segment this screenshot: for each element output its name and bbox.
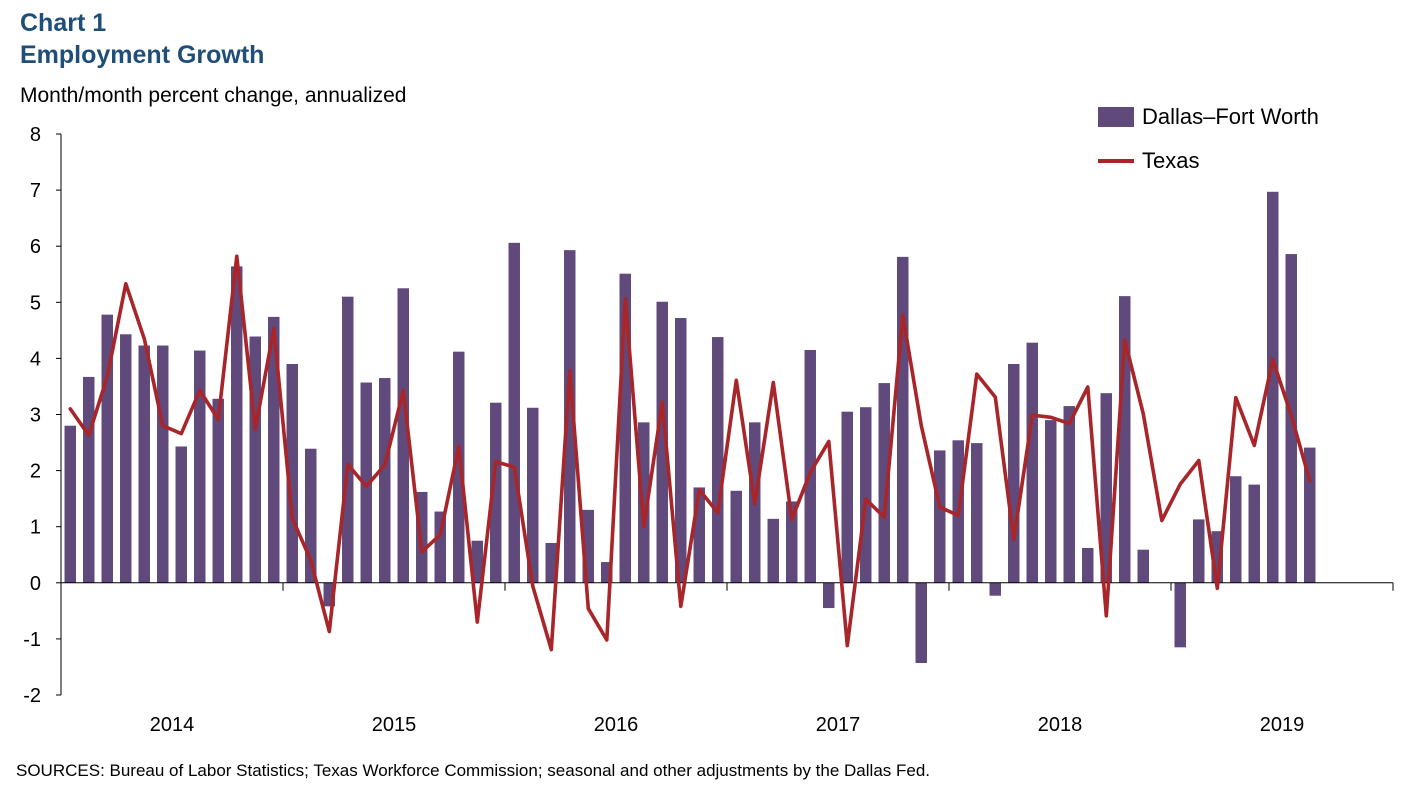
x-tick-label: 2014 (150, 714, 195, 736)
y-tick-label: 3 (30, 405, 41, 427)
x-tick-label: 2018 (1038, 714, 1083, 736)
bar-dfw (897, 256, 909, 583)
bar-dfw (619, 273, 631, 583)
bar-dfw (1304, 447, 1316, 583)
bar-dfw (175, 446, 187, 583)
bar-dfw (1193, 519, 1205, 583)
legend-swatch-texas (1098, 159, 1134, 163)
legend-label-texas: Texas (1142, 148, 1200, 173)
y-tick-label: 4 (30, 348, 41, 370)
bar-dfw (434, 511, 446, 583)
bar-dfw (1137, 549, 1149, 583)
bar-dfw (656, 301, 668, 583)
y-tick-label: -2 (23, 685, 41, 707)
y-tick-label: 8 (30, 124, 41, 146)
bar-dfw (157, 345, 169, 583)
bar-dfw (138, 345, 150, 583)
legend-label-dfw: Dallas–Fort Worth (1142, 104, 1319, 129)
bar-dfw (286, 364, 298, 583)
y-tick-label: 5 (30, 292, 41, 314)
chart-subtitle: Employment Growth (20, 41, 265, 69)
bar-dfw (323, 582, 335, 607)
bar-dfw (989, 582, 1001, 596)
bar-dfw (268, 316, 280, 583)
bar-dfw (83, 376, 95, 583)
bar-dfw (1063, 406, 1075, 583)
bar-dfw (1008, 364, 1020, 583)
bar-dfw (527, 407, 539, 583)
x-tick-label: 2015 (372, 714, 417, 736)
bar-dfw (934, 450, 946, 583)
bar-dfw (397, 288, 409, 583)
y-tick-label: 1 (30, 517, 41, 539)
bar-dfw (249, 336, 261, 583)
bar-dfw (823, 582, 835, 609)
bar-dfw (675, 318, 687, 583)
bar-dfw (101, 314, 113, 583)
bar-dfw (564, 250, 576, 583)
bar-dfw (360, 382, 372, 583)
bar-dfw (730, 490, 742, 583)
bar-dfw (971, 443, 983, 583)
bar-dfw (582, 509, 594, 583)
bar-dfw (712, 337, 724, 583)
x-tick-label: 2016 (594, 714, 639, 736)
y-tick-label: 2 (30, 461, 41, 483)
chart-title: Chart 1 (20, 9, 107, 37)
bar-dfw (1082, 548, 1094, 583)
bar-dfw (1119, 296, 1131, 583)
bar-dfw (786, 501, 798, 583)
bar-dfw (471, 540, 483, 583)
bar-dfw (1045, 420, 1057, 583)
bar-dfw (1174, 582, 1186, 648)
bar-dfw (453, 351, 465, 583)
bar-dfw (601, 562, 613, 583)
bar-dfw (379, 378, 391, 583)
bar-dfw (878, 383, 890, 583)
bar-dfw (638, 422, 650, 583)
bar-dfw (860, 407, 872, 583)
y-axis-label: Month/month percent change, annualized (20, 84, 407, 107)
bar-dfw (305, 448, 317, 583)
y-tick-label: 0 (30, 573, 41, 595)
legend-item-dfw: Dallas–Fort Worth (1098, 104, 1319, 130)
y-tick-label: -1 (23, 629, 41, 651)
bar-dfw (1211, 531, 1223, 583)
bar-dfw (767, 518, 779, 583)
bar-dfw (1248, 484, 1260, 583)
bar-dfw (1026, 342, 1038, 583)
source-note: SOURCES: Bureau of Labor Statistics; Tex… (16, 761, 931, 780)
bar-dfw (693, 487, 705, 583)
bar-dfw (64, 425, 76, 583)
line-texas (68, 254, 1312, 652)
bar-dfw (1230, 476, 1242, 583)
bar-dfw (1100, 393, 1112, 583)
legend-item-texas: Texas (1098, 148, 1199, 174)
bar-dfw (194, 350, 206, 583)
x-tick-label: 2019 (1260, 714, 1305, 736)
bar-dfw (342, 296, 354, 583)
bar-dfw (545, 542, 557, 583)
bar-dfw (804, 349, 816, 583)
x-tick-label: 2017 (816, 714, 861, 736)
y-tick-label: 7 (30, 180, 41, 202)
bar-dfw (212, 398, 224, 583)
bar-dfw (1267, 191, 1279, 583)
bar-dfw (490, 402, 502, 583)
bar-dfw (841, 411, 853, 583)
legend-swatch-dfw (1098, 107, 1134, 127)
bar-dfw (915, 582, 927, 664)
bar-dfw (508, 242, 520, 583)
y-tick-label: 6 (30, 236, 41, 258)
bar-dfw (120, 334, 132, 583)
bar-dfw (231, 266, 243, 583)
